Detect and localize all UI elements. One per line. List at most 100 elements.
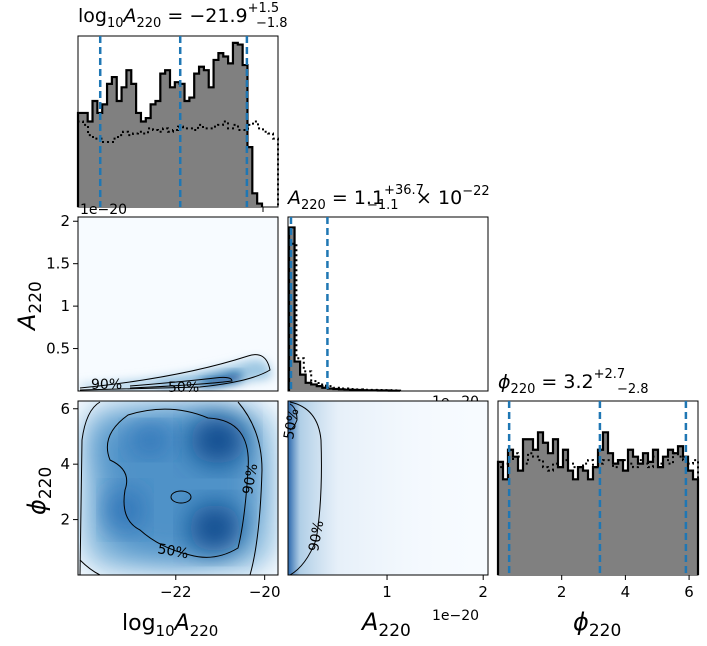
- axes-frame: [77, 216, 279, 392]
- histogram-bar: [155, 100, 161, 207]
- x-axis-label-phi220: ϕ220: [573, 608, 621, 641]
- histogram-bar: [257, 203, 263, 207]
- contour-label-50: 50%: [168, 380, 199, 396]
- histogram-bar: [618, 460, 624, 575]
- x-tick-label: −22: [160, 583, 192, 601]
- contour-90: [289, 401, 322, 576]
- histogram-bar: [327, 388, 334, 391]
- histogram-bar: [184, 100, 190, 207]
- axes-frame: [287, 400, 489, 576]
- x-tick-label: 2: [478, 583, 488, 601]
- title-A220: A220 = 1.1+36.7 −1.1 × 10−22: [286, 183, 490, 213]
- histogram-bar: [131, 83, 137, 207]
- title-phi220: ϕ220 = 3.2+2.7 −2.8: [498, 367, 649, 397]
- histogram-bar: [548, 453, 554, 575]
- histogram-bar: [78, 112, 84, 207]
- histogram-bar: [673, 453, 679, 575]
- offset-label: 1e−20: [80, 202, 127, 218]
- y-tick-label: 1.5: [46, 255, 70, 273]
- contour-label-50: 50%: [156, 541, 189, 562]
- density-map: [82, 405, 274, 571]
- histogram-bar: [583, 470, 589, 575]
- contour-label-90: 90%: [306, 519, 327, 552]
- quantile-lines: [98, 36, 249, 207]
- histogram-bar: [573, 479, 579, 575]
- histogram-bar: [218, 53, 224, 207]
- histogram-bar: [633, 456, 639, 575]
- histogram-bar: [223, 56, 229, 207]
- histogram-bar: [513, 456, 519, 575]
- histogram-bar: [111, 77, 118, 207]
- histogram-bar: [322, 387, 329, 391]
- histogram-bar: [538, 432, 544, 575]
- histogram-bar: [603, 432, 609, 575]
- histogram-bar: [668, 449, 674, 575]
- histogram-bar: [203, 70, 210, 207]
- contour-50: [129, 376, 233, 389]
- histogram-bar: [578, 467, 584, 575]
- histogram-bar: [179, 83, 185, 207]
- histogram-bar: [593, 467, 599, 575]
- histogram-bar: [311, 384, 318, 391]
- histogram-outline: [496, 431, 700, 575]
- histogram-bar: [658, 467, 664, 575]
- histogram-bar: [174, 82, 181, 207]
- x-tick-label: 1: [382, 583, 392, 601]
- histogram-bar: [533, 449, 539, 575]
- panel-2d-log10A220-phi220: 90% 50% −22 −20 2 4 6 log10A220 ϕ220: [23, 400, 280, 640]
- histogram-bar: [87, 121, 93, 207]
- histogram-bar: [653, 449, 659, 575]
- y-axis-label-A220: A220: [13, 281, 46, 332]
- histogram-bar: [523, 439, 529, 575]
- x-axis-label-log10A220: log10A220: [122, 611, 218, 640]
- contour-label-90: 90%: [240, 462, 261, 495]
- x-tick-label: 4: [621, 583, 631, 601]
- histogram-bar: [688, 470, 694, 575]
- offset-label: 1e−20: [432, 608, 479, 624]
- histogram-bar: [498, 461, 504, 575]
- y-tick-label: 6: [60, 400, 70, 418]
- histogram-bar: [628, 449, 634, 575]
- panel-2d-log10A220-A220: 90% 50% 0.5 1 1.5 2 A220: [13, 212, 279, 396]
- histogram-bar: [678, 446, 684, 575]
- title-log10A220: log10A220 = −21.9+1.5 −1.8: [78, 1, 288, 31]
- x-axis-label-A220: A220: [360, 608, 411, 641]
- histogram-bar: [121, 87, 127, 207]
- histogram-bar: [518, 470, 524, 575]
- histogram-bar: [170, 87, 176, 207]
- histogram-bar: [553, 439, 559, 575]
- x-tick-label: 2: [557, 583, 567, 601]
- axes-frame: [77, 400, 279, 576]
- y-tick-label: 2: [60, 511, 70, 529]
- axis-ticks: −22 −20 2 4 6: [60, 400, 280, 601]
- contour-90-corner: [79, 559, 101, 576]
- histogram-bar: [252, 193, 258, 207]
- histogram-bar: [568, 470, 574, 575]
- histogram-bar: [316, 386, 323, 391]
- histogram-bar: [140, 121, 147, 207]
- contour-50-hole: [170, 490, 192, 504]
- histogram-bar: [563, 449, 569, 575]
- contour-90-right: [237, 401, 263, 576]
- prior-histogram-outline: [497, 452, 699, 575]
- histogram-bar: [160, 73, 166, 208]
- histogram-bar: [228, 63, 234, 207]
- histogram-bar: [247, 147, 253, 207]
- histogram-bar: [693, 479, 699, 575]
- histogram-bar: [638, 463, 644, 575]
- quantile-lines: [507, 401, 688, 575]
- histogram-bar: [648, 461, 654, 575]
- y-axis-label-phi220: ϕ220: [23, 467, 56, 515]
- histogram-bar: [643, 453, 649, 575]
- histogram-bar: [623, 470, 629, 575]
- histogram-bar: [126, 70, 132, 207]
- histogram-bar: [107, 83, 113, 207]
- histogram-bar: [237, 44, 244, 207]
- histogram-bar: [613, 463, 619, 575]
- histogram-outline: [76, 41, 264, 207]
- histogram-bar: [528, 439, 534, 575]
- contour-90-left: [79, 401, 101, 576]
- quantile-lines: [289, 217, 329, 391]
